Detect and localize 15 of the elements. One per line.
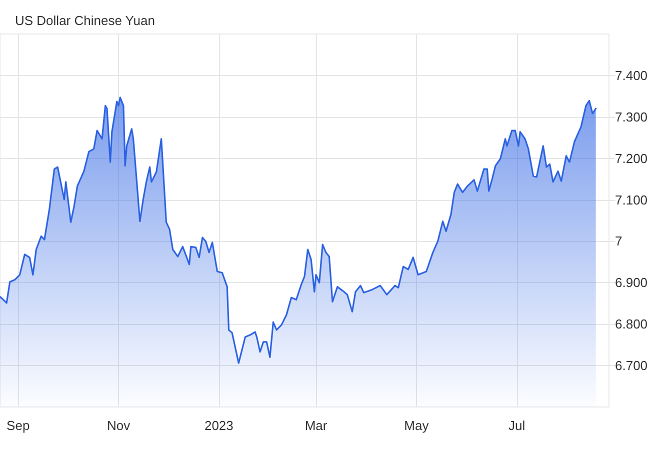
x-tick-label: Mar xyxy=(304,418,328,433)
y-tick-label: 7.100 xyxy=(615,192,648,208)
chart-title: US Dollar Chinese Yuan xyxy=(15,13,155,28)
y-tick-label: 7.200 xyxy=(615,150,648,166)
y-tick-label: 7 xyxy=(615,234,622,249)
x-tick-label: 2023 xyxy=(204,418,234,433)
y-tick-label: 7.300 xyxy=(615,109,648,124)
y-tick-label: 6.900 xyxy=(615,275,648,290)
x-tick-label: May xyxy=(404,418,430,433)
x-tick-label: Sep xyxy=(6,418,30,433)
x-tick-label: Nov xyxy=(106,418,131,433)
y-tick-label: 6.800 xyxy=(615,316,648,332)
y-tick-label: 6.700 xyxy=(615,358,648,374)
y-tick-label: 7.400 xyxy=(615,68,648,83)
x-tick-label: Jul xyxy=(508,418,526,433)
